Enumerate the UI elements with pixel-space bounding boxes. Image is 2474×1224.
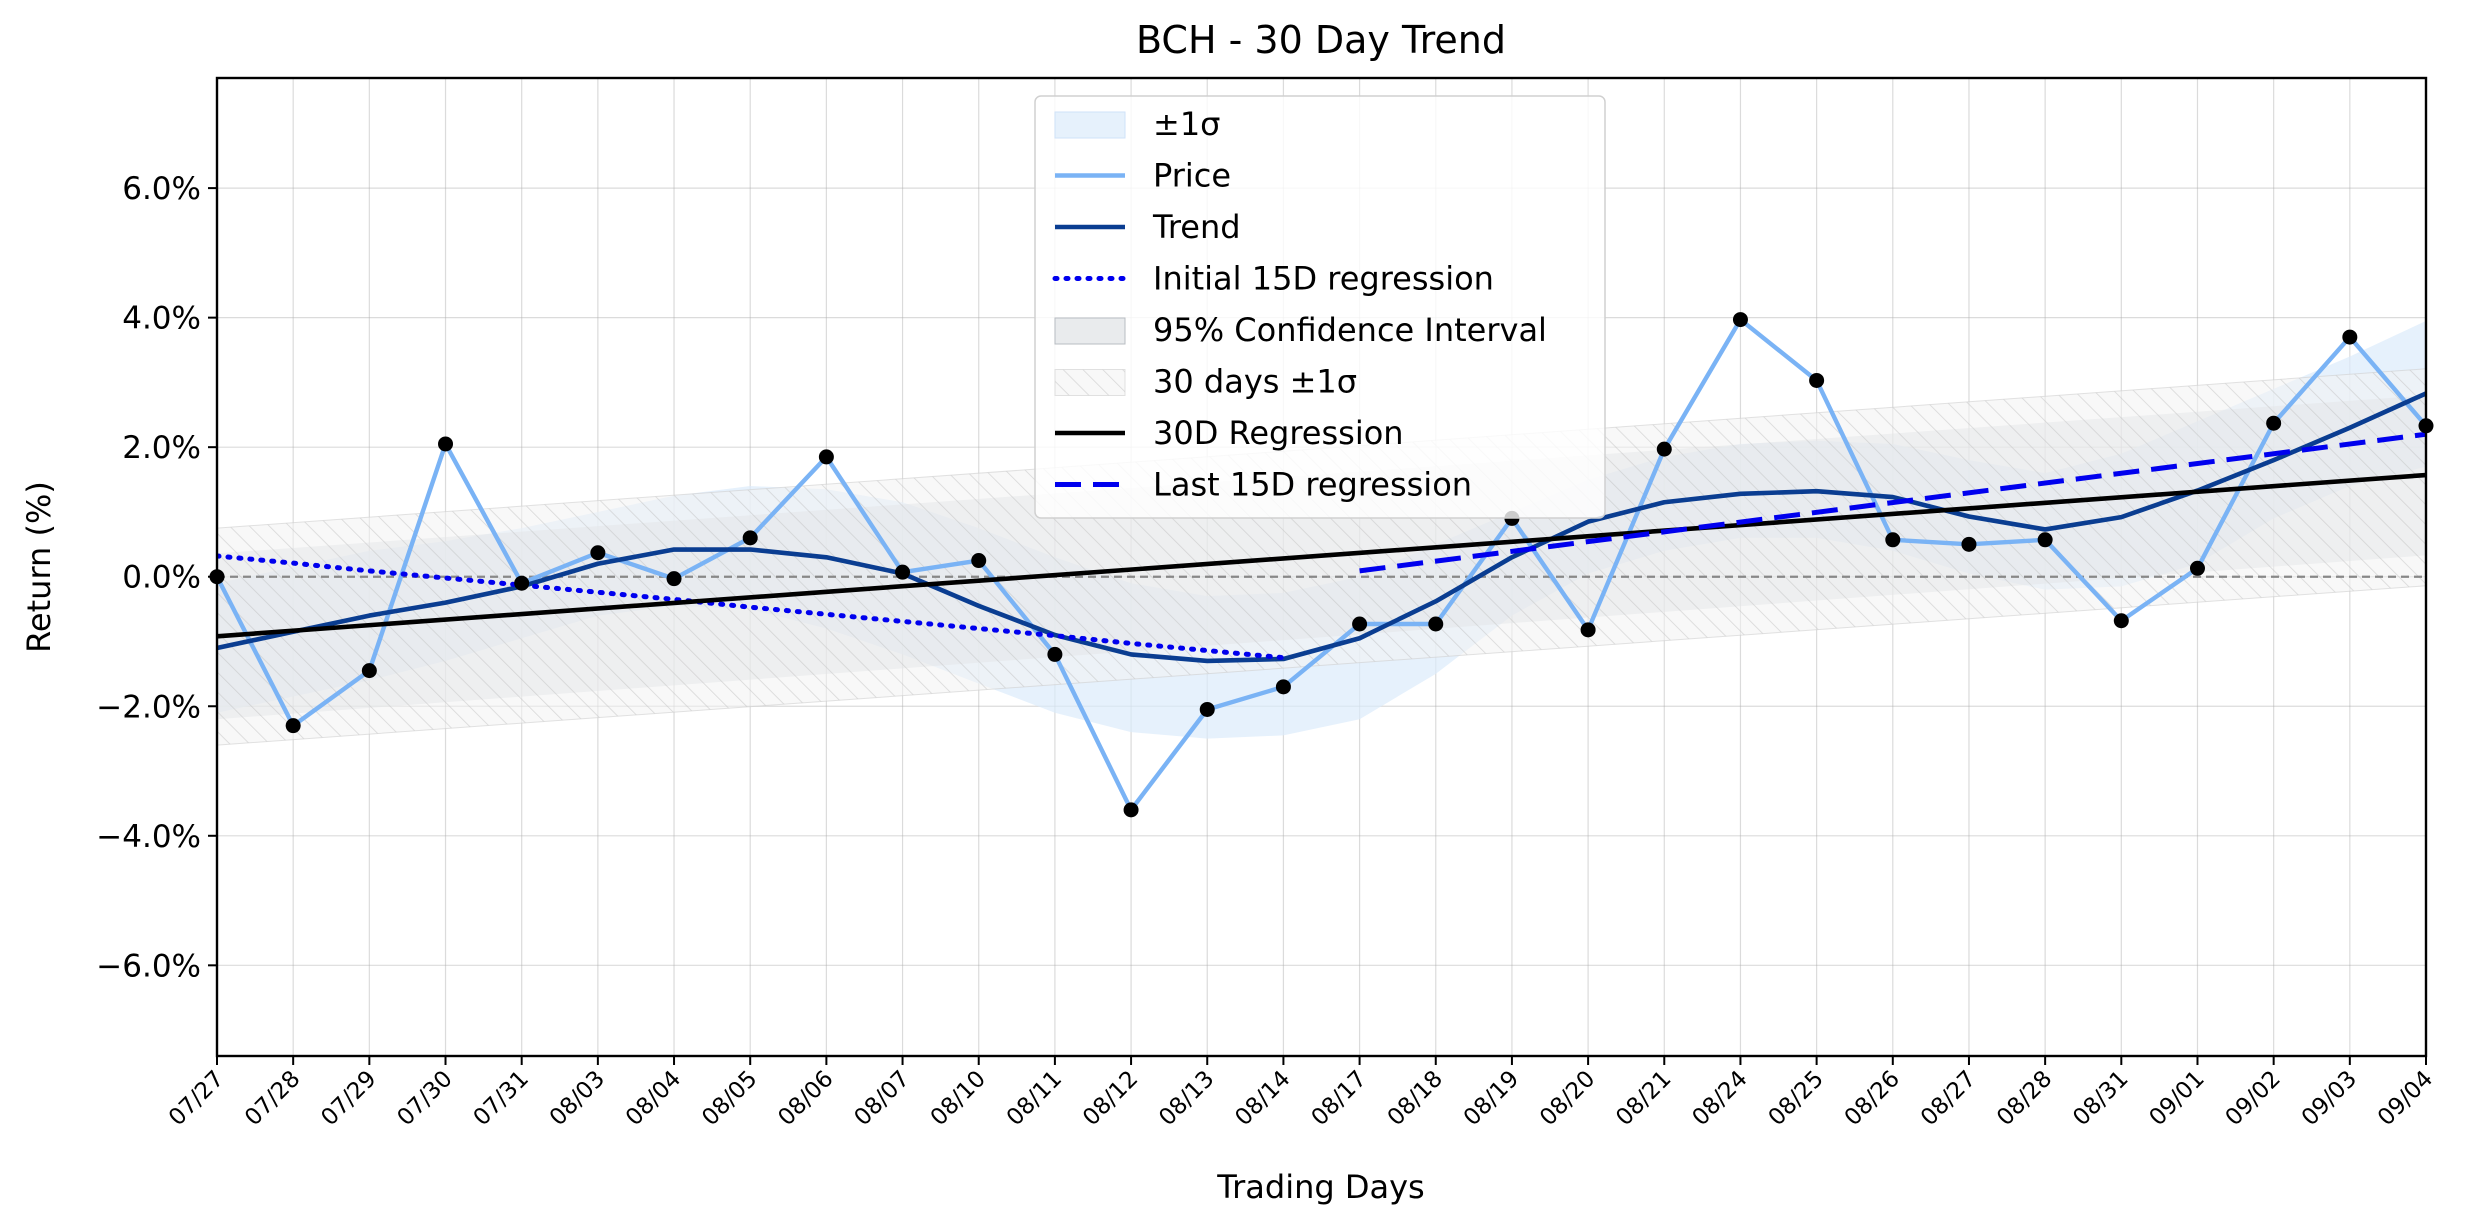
series-line-initial-15d-regression — [217, 553, 1286, 661]
price-point — [438, 436, 454, 452]
y-tick-label: 4.0% — [122, 301, 201, 337]
x-tick-label: 09/01 — [2144, 1066, 2209, 1131]
x-tick-label: 08/18 — [1383, 1066, 1448, 1131]
price-point — [1275, 679, 1291, 695]
x-tick-label: 09/03 — [2297, 1066, 2362, 1131]
x-tick-label: 08/14 — [1230, 1066, 1295, 1131]
price-point — [1885, 532, 1901, 548]
x-tick-label: 07/31 — [469, 1066, 534, 1131]
x-tick-label: 08/28 — [1992, 1066, 2057, 1131]
price-point — [361, 663, 377, 679]
price-point — [285, 718, 301, 734]
x-tick-label: 07/30 — [392, 1066, 457, 1131]
price-point — [666, 571, 682, 587]
x-tick-label: 08/31 — [2068, 1066, 2133, 1131]
price-point — [1656, 441, 1672, 457]
price-point — [1732, 312, 1748, 328]
y-tick-label: 6.0% — [122, 171, 201, 207]
x-tick-label: 08/05 — [697, 1066, 762, 1131]
x-tick-label: 07/27 — [164, 1066, 229, 1131]
x-tick-label: 08/06 — [773, 1066, 838, 1131]
x-tick-label: 08/21 — [1611, 1066, 1676, 1131]
legend-swatch — [1054, 317, 1126, 345]
price-point — [1199, 701, 1215, 717]
y-tick-label: −4.0% — [96, 819, 201, 855]
legend-label: Trend — [1152, 208, 1241, 246]
legend-label: ±1σ — [1153, 105, 1220, 143]
series-line-30d-regression — [217, 472, 2426, 639]
price-point — [514, 575, 530, 591]
x-tick-label: 08/19 — [1459, 1066, 1524, 1131]
series-lines — [217, 317, 2426, 813]
y-tick-label: 2.0% — [122, 430, 201, 466]
price-point — [2189, 560, 2205, 576]
x-tick-label: 08/24 — [1687, 1066, 1752, 1131]
x-tick-label: 08/07 — [850, 1066, 915, 1131]
price-point — [2266, 415, 2282, 431]
legend-label: 95% Confidence Interval — [1153, 311, 1547, 349]
legend-label: Last 15D regression — [1153, 466, 1472, 504]
series-line-last-15d-regression — [1359, 431, 2426, 574]
price-point — [1428, 616, 1444, 632]
x-tick-label: 08/12 — [1078, 1066, 1143, 1131]
y-axis: −6.0% −4.0% −2.0% 0.0% 2.0% 4.0% 6.0% — [96, 171, 217, 984]
price-point — [971, 553, 987, 569]
price-point — [2342, 329, 2358, 345]
x-tick-label: 08/04 — [621, 1066, 686, 1131]
price-point — [1352, 616, 1368, 632]
price-point — [1123, 802, 1139, 818]
legend-box — [1034, 95, 1606, 519]
x-axis: 07/27 07/28 07/29 07/30 07/31 08/03 08/04 08/05… — [164, 1056, 2438, 1131]
legend-label: Price — [1153, 157, 1231, 195]
price-point — [1809, 372, 1825, 388]
x-tick-label: 08/13 — [1154, 1066, 1219, 1131]
x-tick-label: 08/17 — [1307, 1066, 1372, 1131]
x-tick-label: 08/25 — [1764, 1066, 1829, 1131]
y-tick-label: −6.0% — [96, 948, 201, 984]
x-tick-label: 08/26 — [1840, 1066, 1905, 1131]
price-point — [1047, 646, 1063, 662]
price-point — [895, 564, 911, 580]
x-tick-label: 07/28 — [240, 1066, 305, 1131]
x-tick-label: 07/29 — [316, 1066, 381, 1131]
price-point — [1580, 622, 1596, 638]
legend: ±1σ Price Trend Initial 15D regression 95% C… — [1034, 95, 1606, 519]
series-line-price — [217, 317, 2426, 813]
legend-swatch — [1054, 111, 1126, 139]
price-point — [818, 449, 834, 465]
legend-swatch — [1054, 369, 1126, 396]
y-tick-label: 0.0% — [122, 560, 201, 596]
price-point — [1961, 536, 1977, 552]
x-tick-label: 08/27 — [1916, 1066, 1981, 1131]
y-tick-label: −2.0% — [96, 689, 201, 725]
y-axis-label: Return (%) — [20, 481, 58, 653]
x-tick-label: 08/20 — [1535, 1066, 1600, 1131]
x-tick-label: 08/11 — [1002, 1066, 1067, 1131]
x-tick-label: 08/10 — [926, 1066, 991, 1131]
price-point — [590, 545, 606, 561]
price-point — [2037, 532, 2053, 548]
legend-label: 30D Regression — [1153, 414, 1404, 452]
legend-label: Initial 15D regression — [1153, 260, 1494, 298]
x-axis-label: Trading Days — [1216, 1168, 1424, 1206]
chart-title: BCH - 30 Day Trend — [1136, 18, 1506, 62]
price-point — [742, 530, 758, 546]
x-tick-label: 09/04 — [2373, 1066, 2438, 1131]
plot-frame — [215, 76, 2428, 1058]
series-line-trend — [217, 391, 2426, 664]
x-tick-label: 09/02 — [2221, 1066, 2286, 1131]
price-point — [2113, 613, 2129, 629]
legend-label: 30 days ±1σ — [1153, 363, 1357, 401]
x-tick-label: 08/03 — [545, 1066, 610, 1131]
